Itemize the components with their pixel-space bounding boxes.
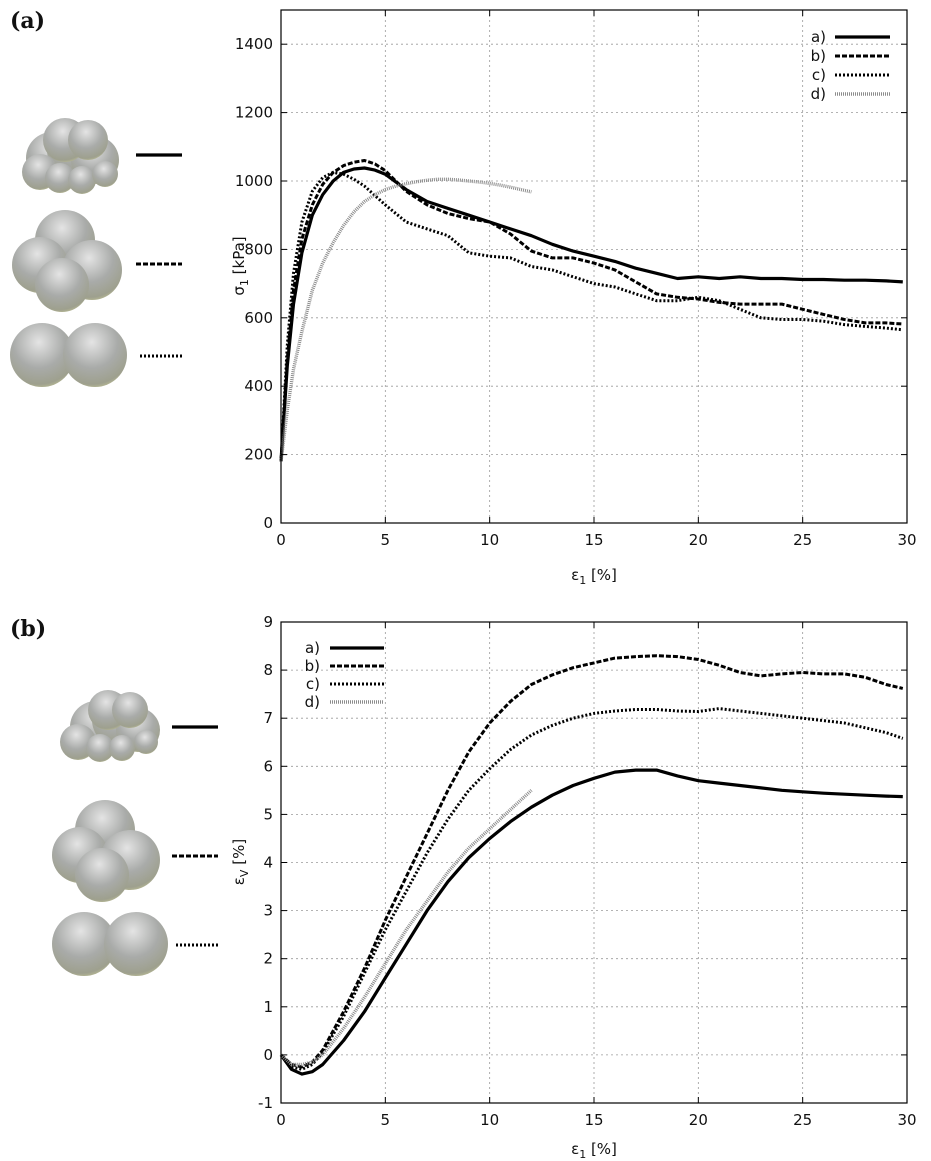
- chart-a-legend: a)b)c)d): [811, 28, 890, 103]
- legend-label-a: a): [811, 28, 826, 46]
- x-tick-label: 10: [480, 1111, 499, 1129]
- series-line-d: [279, 177, 532, 462]
- legend-label-b: b): [811, 47, 826, 65]
- chart-a-ticks: 0 5 10 15 20 25 30 0 200 400 600 800 1000 1200 1400: [235, 10, 917, 549]
- x-tick-label: 25: [793, 531, 812, 549]
- y-tick-label: 400: [244, 377, 273, 395]
- chart-a-stress-strain: 0 5 10 15 20 25 30 0 200 400 600 800 1000 1200 1400 ε1…: [230, 9, 917, 587]
- chart-b-x-axis-label: ε1 [%]: [571, 1140, 617, 1161]
- y-tick-label: 200: [244, 446, 273, 464]
- x-tick-label: 5: [381, 531, 391, 549]
- y-tick-label: 2: [263, 950, 273, 968]
- cluster-particle-icon: [60, 690, 160, 762]
- legend-label-c: c): [306, 675, 320, 693]
- panel-label-a: (a): [10, 8, 45, 34]
- x-tick-label: 15: [584, 531, 603, 549]
- y-tick-label: 9: [263, 613, 273, 631]
- series-line-c: [279, 707, 904, 1071]
- x-tick-label: 10: [480, 531, 499, 549]
- y-tick-label: 1000: [235, 172, 273, 190]
- dimer-particle-icon: [10, 323, 127, 387]
- chart-a-x-axis-label: ε1 [%]: [571, 566, 617, 587]
- x-tick-label: 5: [381, 1111, 391, 1129]
- series-line-d: [279, 789, 533, 1067]
- particle-shapes-b: [52, 690, 218, 976]
- y-tick-label: 6: [263, 757, 273, 775]
- y-tick-label: 8: [263, 661, 273, 679]
- legend-label-d: d): [811, 85, 826, 103]
- y-tick-label: 0: [263, 1046, 273, 1064]
- chart-a-y-axis-label: σ1 [kPa]: [230, 236, 251, 295]
- legend-label-b: b): [305, 657, 320, 675]
- series-line-b: [279, 654, 904, 1069]
- x-tick-label: 25: [793, 1111, 812, 1129]
- legend-label-d: d): [305, 693, 320, 711]
- y-tick-label: 600: [244, 309, 273, 327]
- x-tick-label: 20: [689, 1111, 708, 1129]
- y-tick-label: 5: [263, 805, 273, 823]
- x-tick-label: 0: [276, 531, 286, 549]
- y-tick-label: 0: [263, 514, 273, 532]
- y-tick-label: 1: [263, 998, 273, 1016]
- chart-b-y-axis-label: εV [%]: [230, 839, 251, 885]
- x-tick-label: 30: [897, 531, 916, 549]
- y-tick-label: 3: [263, 902, 273, 920]
- y-tick-label: 1400: [235, 35, 273, 53]
- x-tick-label: 30: [897, 1111, 916, 1129]
- cluster-particle-icon: [22, 118, 119, 194]
- x-tick-label: 0: [276, 1111, 286, 1129]
- legend-label-a: a): [305, 639, 320, 657]
- chart-a-series: [279, 159, 903, 462]
- panel-label-b: (b): [10, 616, 46, 642]
- particle-shapes-a: [10, 118, 182, 387]
- chart-b-grid: [281, 622, 907, 1103]
- y-tick-label: -1: [258, 1094, 273, 1112]
- series-line-b: [279, 159, 903, 462]
- tetra-particle-icon: [52, 800, 160, 902]
- dimer-particle-icon: [52, 912, 168, 976]
- legend-label-c: c): [812, 66, 826, 84]
- series-line-a: [279, 768, 903, 1076]
- chart-b-series: [279, 654, 904, 1076]
- series-line-a: [279, 166, 903, 462]
- tetra-particle-icon: [12, 210, 122, 312]
- y-tick-label: 7: [263, 709, 273, 727]
- chart-a-grid: [281, 10, 907, 523]
- y-tick-label: 4: [263, 854, 273, 872]
- chart-b-legend: a)b)c)d): [305, 639, 384, 711]
- y-tick-label: 800: [244, 240, 273, 258]
- series-line-c: [279, 170, 903, 462]
- y-tick-label: 1200: [235, 104, 273, 122]
- x-tick-label: 15: [584, 1111, 603, 1129]
- x-tick-label: 20: [689, 531, 708, 549]
